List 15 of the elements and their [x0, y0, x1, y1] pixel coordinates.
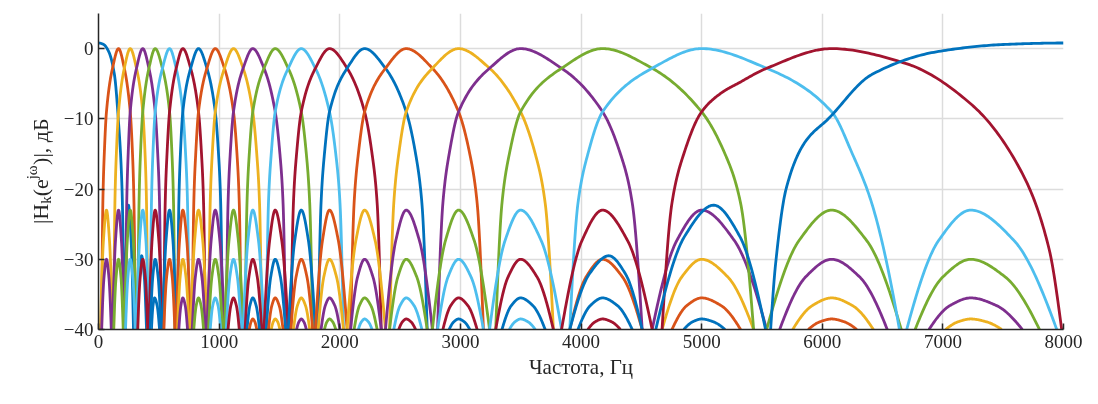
- x-tick-label: 6000: [803, 330, 842, 352]
- x-tick-label: 2000: [320, 330, 359, 352]
- x-axis-title: Частота, Гц: [528, 354, 634, 379]
- y-tick-label: −10: [63, 108, 94, 130]
- y-tick-label: −40: [63, 319, 94, 340]
- y-tick-label: 0: [84, 38, 94, 60]
- x-tick-label: 5000: [682, 330, 721, 352]
- y-tick-label: −20: [63, 178, 94, 200]
- x-tick-label: 7000: [923, 330, 962, 352]
- y-tick-label: −30: [63, 248, 94, 270]
- x-tick-label: 3000: [441, 330, 480, 352]
- x-tick-label: 4000: [562, 330, 600, 352]
- y-axis-title: |Hk(ejω)|, дБ: [23, 118, 54, 225]
- x-tick-label: 8000: [1044, 330, 1083, 352]
- x-tick-label: 1000: [200, 330, 239, 352]
